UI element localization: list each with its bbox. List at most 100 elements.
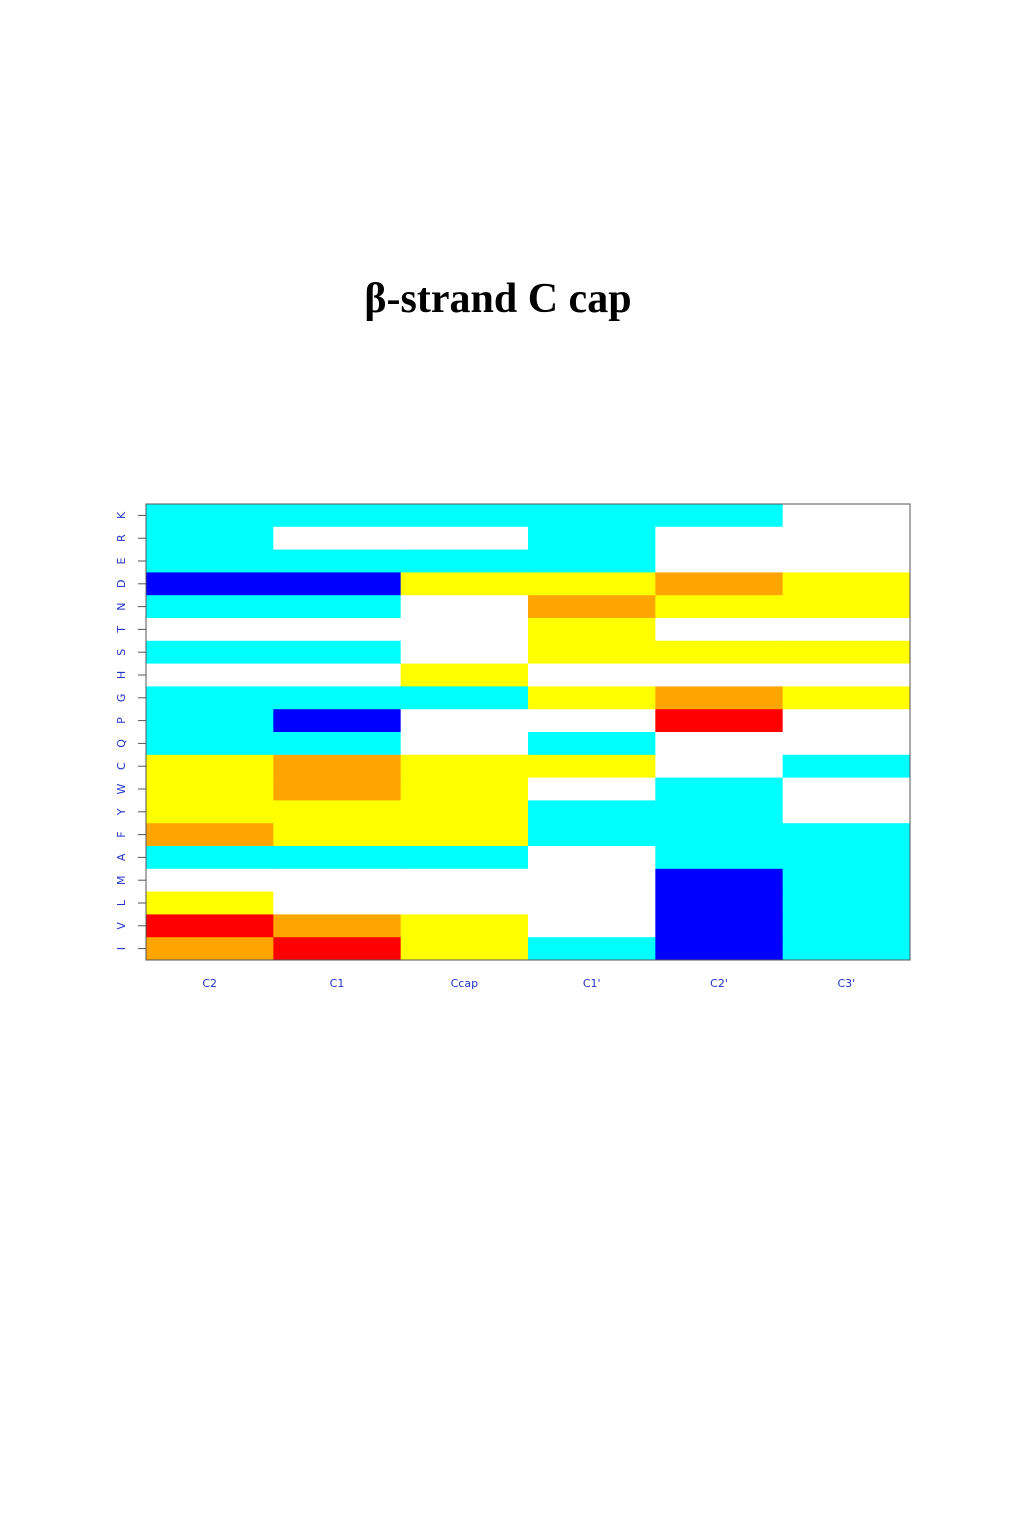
heatmap-cell: [782, 868, 911, 893]
heatmap-cell: [655, 732, 784, 756]
heatmap-cell: [400, 800, 529, 824]
heatmap-cell: [528, 800, 656, 824]
heatmap-cell: [273, 800, 402, 824]
y-tick-label: N: [115, 602, 128, 610]
y-tick-label: S: [115, 649, 128, 656]
heatmap-cell: [400, 618, 529, 642]
y-tick-label: E: [115, 557, 128, 564]
heatmap-cell: [146, 732, 274, 756]
heatmap-cell: [655, 640, 784, 665]
heatmap-cell: [655, 549, 784, 573]
x-tick-label: C2: [202, 977, 217, 990]
heatmap-cell: [782, 777, 911, 801]
plot-frame: [145, 503, 911, 961]
heatmap-cell: [146, 595, 274, 619]
heatmap-cell: [655, 618, 784, 642]
y-tick-label: F: [115, 831, 128, 837]
y-tick-label: L: [115, 899, 128, 906]
heatmap-cell: [655, 891, 784, 915]
y-tick-label: R: [115, 534, 128, 542]
heatmap-cell: [146, 823, 274, 847]
heatmap-cell: [146, 709, 274, 733]
heatmap-cell: [655, 504, 784, 528]
heatmap-cell: [400, 868, 529, 893]
heatmap-cell: [400, 640, 529, 665]
heatmap-cell: [400, 891, 529, 915]
heatmap-cell: [655, 754, 784, 779]
heatmap-cell: [782, 754, 911, 779]
heatmap-cell: [655, 868, 784, 893]
heatmap-cell: [400, 937, 529, 961]
heatmap-cell: [273, 504, 402, 528]
heatmap-cell: [400, 549, 529, 573]
heatmap-cell: [146, 526, 274, 551]
heatmap-cell: [400, 504, 529, 528]
heatmap-cell: [655, 823, 784, 847]
heatmap-cell: [146, 572, 274, 596]
y-tick-label: Y: [115, 808, 128, 816]
heatmap-cell: [273, 914, 402, 938]
heatmap-cell: [782, 549, 911, 573]
heatmap-cell: [146, 891, 274, 915]
x-tick-label: C1': [583, 977, 601, 990]
heatmap-cell: [400, 572, 529, 596]
heatmap-cell: [273, 618, 402, 642]
heatmap-cell: [146, 754, 274, 779]
heatmap-cell: [273, 709, 402, 733]
heatmap-cell: [528, 572, 656, 596]
heatmap-cell: [782, 504, 911, 528]
heatmap-cell: [655, 937, 784, 961]
heatmap-cell: [655, 572, 784, 596]
heatmap-cell: [528, 868, 656, 893]
heatmap-cell: [655, 846, 784, 870]
heatmap-cell: [528, 914, 656, 938]
heatmap-cell: [273, 891, 402, 915]
heatmap-cell: [655, 709, 784, 733]
y-tick-label: G: [115, 694, 128, 703]
heatmap-cell: [782, 663, 911, 687]
heatmap-cell: [655, 686, 784, 710]
heatmap-cell: [400, 526, 529, 551]
heatmap-cell: [273, 937, 402, 961]
heatmap-cell: [655, 663, 784, 687]
heatmap-cell: [273, 640, 402, 665]
y-tick-label: P: [115, 717, 128, 724]
heatmap-cell: [782, 732, 911, 756]
heatmap-cell: [528, 754, 656, 779]
heatmap-cell: [528, 891, 656, 915]
heatmap-cell: [655, 914, 784, 938]
heatmap-cell: [528, 640, 656, 665]
heatmap-cell: [782, 640, 911, 665]
heatmap-cell: [528, 526, 656, 551]
heatmap-cell: [655, 595, 784, 619]
heatmap-cell: [400, 663, 529, 687]
heatmap-cell: [782, 937, 911, 961]
heatmap-cell: [528, 709, 656, 733]
heatmap-cell: [400, 823, 529, 847]
heatmap-cell: [146, 937, 274, 961]
heatmap-cell: [528, 777, 656, 801]
heatmap-cell: [782, 709, 911, 733]
y-tick-label: K: [115, 511, 128, 519]
heatmap-cell: [782, 686, 911, 710]
heatmap-cell: [273, 868, 402, 893]
heatmap-cell: [400, 709, 529, 733]
heatmap-cell: [146, 846, 274, 870]
heatmap-cell: [146, 914, 274, 938]
heatmap-cell: [782, 595, 911, 619]
heatmap-cell: [400, 754, 529, 779]
heatmap-cell: [782, 823, 911, 847]
heatmap-cell: [273, 663, 402, 687]
heatmap-cell: [782, 572, 911, 596]
heatmap-cell: [655, 777, 784, 801]
heatmap-cell: [528, 846, 656, 870]
heatmap-cell: [528, 504, 656, 528]
heatmap-cell: [655, 800, 784, 824]
heatmap-cell: [273, 686, 402, 710]
heatmap-cell: [273, 846, 402, 870]
heatmap-cell: [400, 777, 529, 801]
y-tick-label: V: [115, 922, 128, 930]
chart-title: β-strand C cap: [364, 276, 631, 322]
heatmap-cell: [782, 846, 911, 870]
